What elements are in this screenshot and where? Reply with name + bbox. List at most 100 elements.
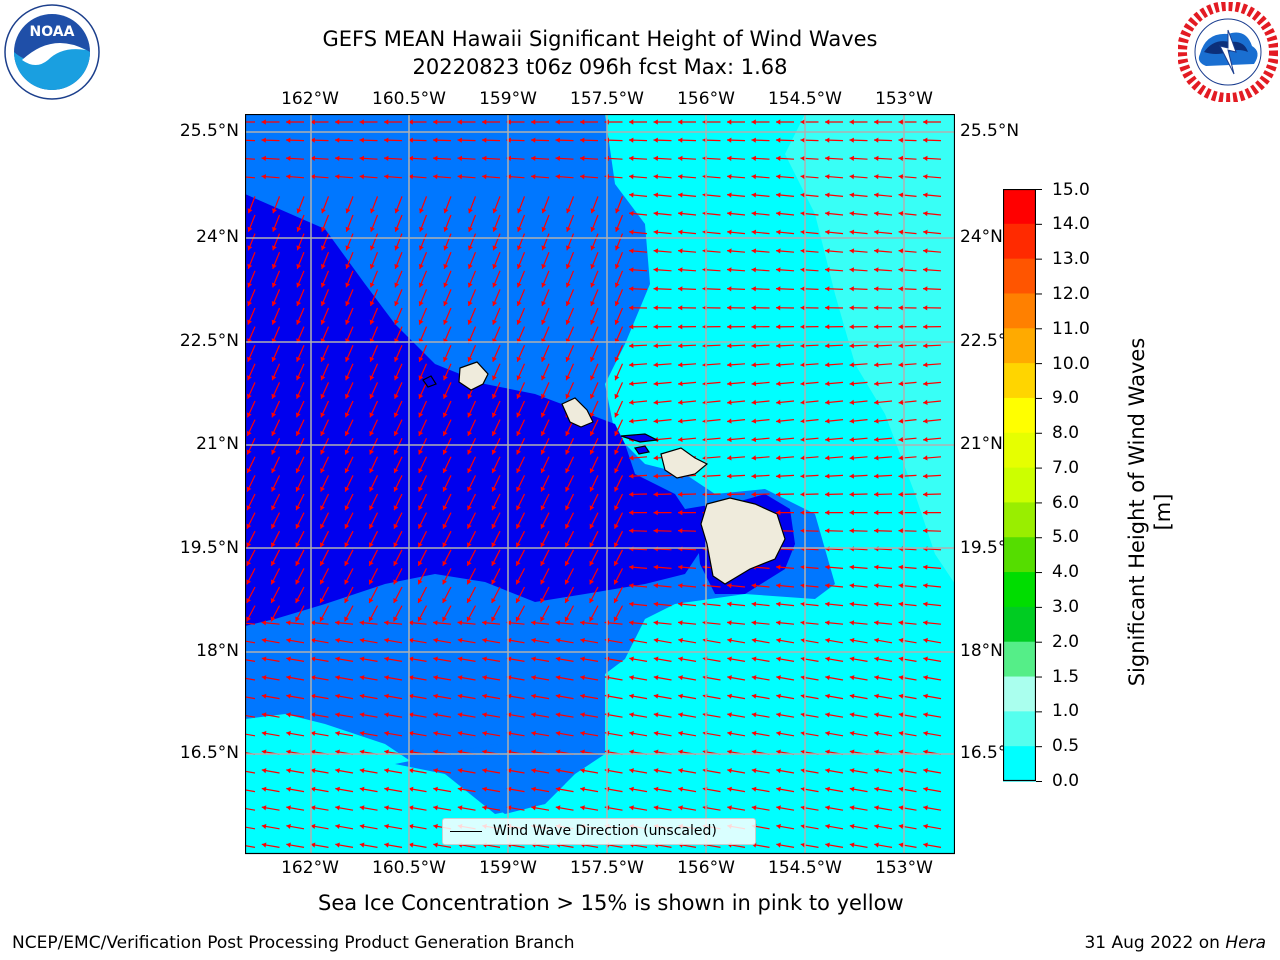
wind-wave-arrowhead: [540, 449, 546, 455]
wind-wave-arrowhead: [384, 656, 389, 662]
wind-wave-arrowhead: [923, 119, 928, 125]
wind-wave-arrowhead: [516, 282, 522, 288]
wind-wave-arrowhead: [418, 468, 423, 473]
wind-wave-arrowhead: [531, 656, 536, 662]
wind-wave-arrowhead: [825, 473, 830, 479]
maui-island: [660, 447, 709, 479]
wind-wave-arrowhead: [727, 637, 732, 643]
wind-wave-arrowhead: [457, 675, 463, 681]
wind-wave-arrowhead: [751, 473, 756, 479]
wind-wave-arrowhead: [541, 301, 547, 306]
wind-wave-arrowhead: [565, 393, 571, 399]
wind-wave-arrowhead: [825, 842, 830, 848]
wind-wave-arrowhead: [565, 301, 571, 306]
wind-wave-arrowhead: [466, 616, 472, 622]
wind-wave-arrowhead: [898, 693, 904, 699]
wind-wave-arrowhead: [418, 412, 424, 418]
wind-wave-arrowhead: [653, 656, 659, 662]
wind-wave-arrowhead: [923, 399, 928, 405]
wind-wave-arrowhead: [776, 381, 781, 387]
wind-wave-arrowhead: [727, 693, 732, 699]
wind-wave-arrowhead: [727, 267, 732, 273]
wind-wave-arrowhead: [442, 542, 448, 548]
wind-wave-arrowhead: [800, 528, 805, 534]
wind-wave-arrowhead: [825, 267, 830, 273]
wind-wave-arrowhead: [874, 601, 879, 607]
wind-wave-arrowhead: [531, 675, 536, 681]
wind-wave-arrowhead: [566, 208, 571, 214]
wind-wave-arrowhead: [898, 418, 904, 424]
wind-wave-arrowhead: [261, 805, 267, 811]
wind-wave-arrowhead: [370, 245, 375, 251]
wind-wave-arrowhead: [506, 693, 512, 699]
wind-wave-arrowhead: [589, 523, 595, 529]
wind-wave-arrowhead: [653, 601, 659, 607]
lon-tick-top-6: 154.5°W: [768, 89, 842, 109]
wind-wave-arrowhead: [898, 712, 904, 718]
colorbar-tick: 14.0: [1052, 214, 1090, 234]
wind-wave-arrowhead: [849, 192, 855, 198]
lat-tick-left-3: 22.5°N: [179, 331, 239, 351]
wind-wave-arrowhead: [727, 455, 732, 461]
wind-wave-arrowhead: [923, 267, 928, 273]
wind-wave-arrowhead: [344, 616, 349, 622]
wind-wave-arrowhead: [491, 431, 497, 436]
wind-wave-arrowhead: [296, 301, 302, 306]
wind-wave-arrowhead: [678, 248, 683, 254]
wind-wave-arrowhead: [776, 211, 781, 217]
wind-wave-arrowhead: [335, 637, 340, 643]
wind-wave-arrowhead: [506, 620, 512, 626]
wind-wave-arrowhead: [800, 305, 805, 311]
wind-wave-arrowhead: [506, 174, 511, 180]
wind-wave-arrowhead: [531, 155, 536, 161]
wind-wave-arrowhead: [751, 399, 757, 405]
wind-wave-arrowhead: [678, 637, 683, 643]
wind-wave-arrowhead: [874, 510, 879, 516]
wind-wave-arrowhead: [442, 486, 448, 492]
wind-wave-arrowhead: [320, 263, 326, 269]
wind-wave-arrowhead: [923, 823, 928, 829]
wind-wave-arrowhead: [615, 226, 620, 232]
wind-wave-arrowhead: [310, 119, 315, 125]
wind-wave-arrow: [245, 139, 256, 142]
wind-wave-arrowhead: [442, 431, 448, 436]
colorbar-tick: 0.5: [1052, 736, 1080, 756]
wind-wave-arrowhead: [923, 491, 928, 497]
wind-wave-arrowhead: [418, 505, 423, 511]
lat-tick-left-1: 25.5°N: [179, 121, 239, 141]
wind-wave-arrowhead: [393, 560, 399, 566]
wind-wave-arrowhead: [320, 486, 325, 492]
wind-wave-arrowhead: [614, 356, 620, 362]
wind-wave-arrowhead: [629, 637, 634, 643]
wind-wave-arrowhead: [727, 174, 732, 180]
wind-wave-arrowhead: [531, 137, 536, 143]
wind-wave-arrowhead: [589, 505, 595, 511]
wind-wave-arrowhead: [923, 324, 928, 330]
wind-wave-arrowhead: [345, 301, 351, 306]
wind-wave-arrowhead: [394, 356, 399, 362]
wind-wave-arrowhead: [418, 486, 423, 492]
wind-wave-arrowhead: [727, 155, 732, 161]
wind-wave-arrowhead: [590, 356, 595, 362]
wind-wave-arrowhead: [270, 598, 276, 603]
wind-wave-arrow: [245, 659, 256, 662]
wind-wave-arrowhead: [727, 119, 732, 125]
wind-wave-arrowhead: [286, 768, 291, 774]
wind-wave-arrowhead: [369, 263, 375, 269]
wind-wave-arrowhead: [825, 399, 830, 405]
wind-wave-arrowhead: [261, 620, 267, 626]
wind-wave-arrowhead: [923, 583, 928, 589]
wind-wave-arrowhead: [615, 245, 620, 251]
wind-wave-arrowhead: [467, 412, 473, 418]
colorbar-cell: [1003, 502, 1036, 538]
wind-wave-arrowhead: [727, 248, 732, 254]
wind-wave-arrowhead: [310, 842, 316, 848]
wind-wave-arrowhead: [825, 823, 830, 829]
wind-wave-arrowhead: [286, 637, 291, 643]
wind-wave-arrowhead: [825, 174, 830, 180]
colorbar-tick: 4.0: [1052, 562, 1080, 582]
wind-wave-arrowhead: [261, 693, 267, 699]
wind-wave-arrowhead: [776, 267, 781, 273]
wind-wave-arrowhead: [653, 381, 659, 387]
wind-wave-arrowhead: [555, 620, 561, 626]
